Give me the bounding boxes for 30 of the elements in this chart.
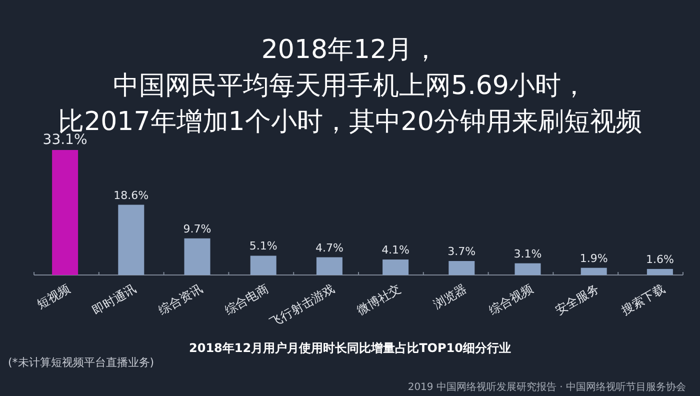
text: (*未计算短视频平台直播业务) [8, 356, 154, 369]
data-label: 4.7% [315, 241, 344, 254]
x-tick-label: 搜索下载 [618, 281, 668, 318]
text: 2019 中国网络视听发展研究报告 · 中国网络视听节目服务协会 [408, 381, 686, 393]
bar [250, 256, 276, 275]
data-label: 3.7% [448, 245, 476, 258]
data-label: 1.9% [580, 252, 608, 265]
x-tick-label: 浏览器 [430, 281, 470, 312]
x-axis-title: 2018年12月用户月使用时长同比增量占比TOP10细分行业 [189, 341, 511, 355]
data-label: 1.6% [646, 252, 674, 266]
x-tick-label: 安全服务 [552, 281, 602, 318]
data-label: 3.1% [514, 247, 542, 260]
x-tick-label: 综合视频 [486, 281, 536, 318]
bar [646, 268, 673, 275]
bar [316, 257, 342, 275]
x-tick-label: 短视频 [34, 281, 73, 312]
data-label: 9.7% [183, 222, 212, 236]
bar [118, 204, 144, 275]
bar [184, 238, 210, 275]
x-tick-label: 即时通讯 [90, 281, 139, 318]
x-tick-label: 综合资讯 [156, 281, 205, 318]
bar [382, 260, 409, 275]
data-label: 18.6% [114, 188, 149, 202]
bar [580, 268, 607, 275]
bar [514, 263, 541, 275]
data-label: 4.1% [382, 244, 410, 257]
bar [52, 150, 78, 275]
data-label: 5.1% [249, 240, 278, 253]
bar [448, 261, 475, 275]
x-tick-label: 微博社交 [354, 281, 404, 318]
